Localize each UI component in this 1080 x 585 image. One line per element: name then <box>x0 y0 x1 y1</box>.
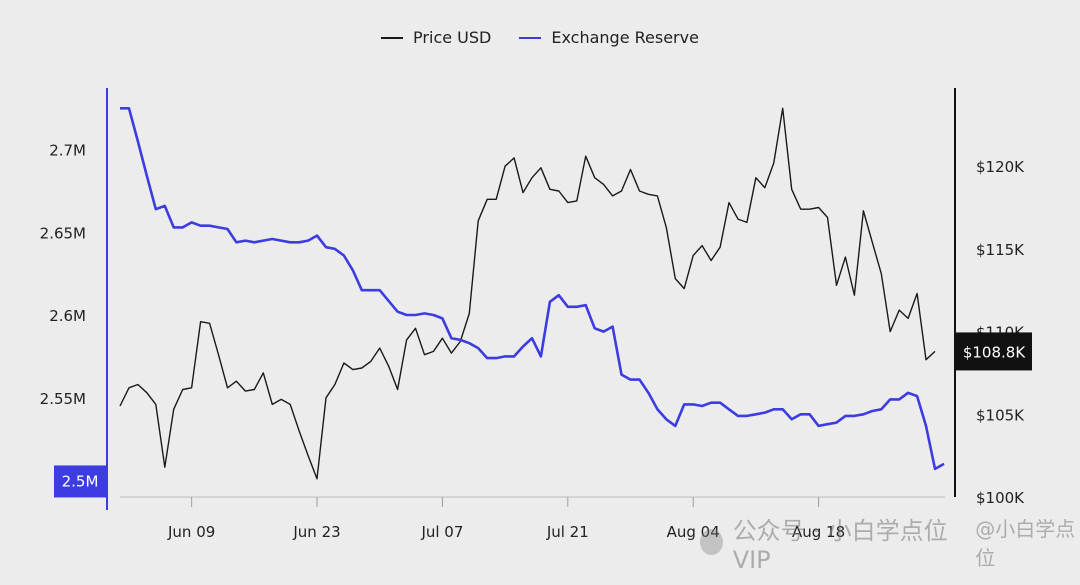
right-tick-label: $105K <box>976 406 1025 424</box>
left-tick-label: 2.55M <box>40 390 86 408</box>
right-highlight-box <box>956 332 1032 371</box>
left-tick-label: 2.6M <box>49 307 86 325</box>
legend-swatch-price <box>381 36 404 39</box>
legend-label-reserve: Exchange Reserve <box>551 28 699 47</box>
x-tick-label: Jun 09 <box>167 523 215 541</box>
x-tick-label: Jul 21 <box>546 523 589 541</box>
watermark-text: 公众号 · 小白学点位VIP <box>732 516 948 574</box>
left-highlight-label: 2.5M <box>62 472 99 490</box>
legend-swatch-reserve <box>519 36 542 39</box>
legend-item-price[interactable]: Price USD <box>381 28 491 47</box>
wechat-icon <box>700 529 723 555</box>
x-tick-label: Aug 18 <box>792 523 845 541</box>
price-series-line <box>119 107 936 480</box>
x-tick-label: Jun 23 <box>292 523 340 541</box>
right-tick-label: $115K <box>976 241 1025 259</box>
watermark: 公众号 · 小白学点位VIP @小白学点位 <box>700 517 1080 574</box>
right-tick-label: $100K <box>976 489 1025 507</box>
x-tick-label: Aug 04 <box>667 523 720 541</box>
right-tick-label: $120K <box>976 158 1025 176</box>
left-highlight-box <box>54 465 106 498</box>
watermark-handle: @小白学点位 <box>975 517 1076 570</box>
left-tick-label: 2.7M <box>49 142 86 160</box>
left-tick-label: 2.65M <box>40 224 86 242</box>
legend-label-price: Price USD <box>413 28 492 47</box>
right-highlight-label: $108.8K <box>963 343 1026 361</box>
x-tick-label: Jul 07 <box>420 523 463 541</box>
legend: Price USD Exchange Reserve <box>0 28 1080 47</box>
legend-item-reserve[interactable]: Exchange Reserve <box>519 28 699 47</box>
reserve-series-line <box>120 107 945 471</box>
